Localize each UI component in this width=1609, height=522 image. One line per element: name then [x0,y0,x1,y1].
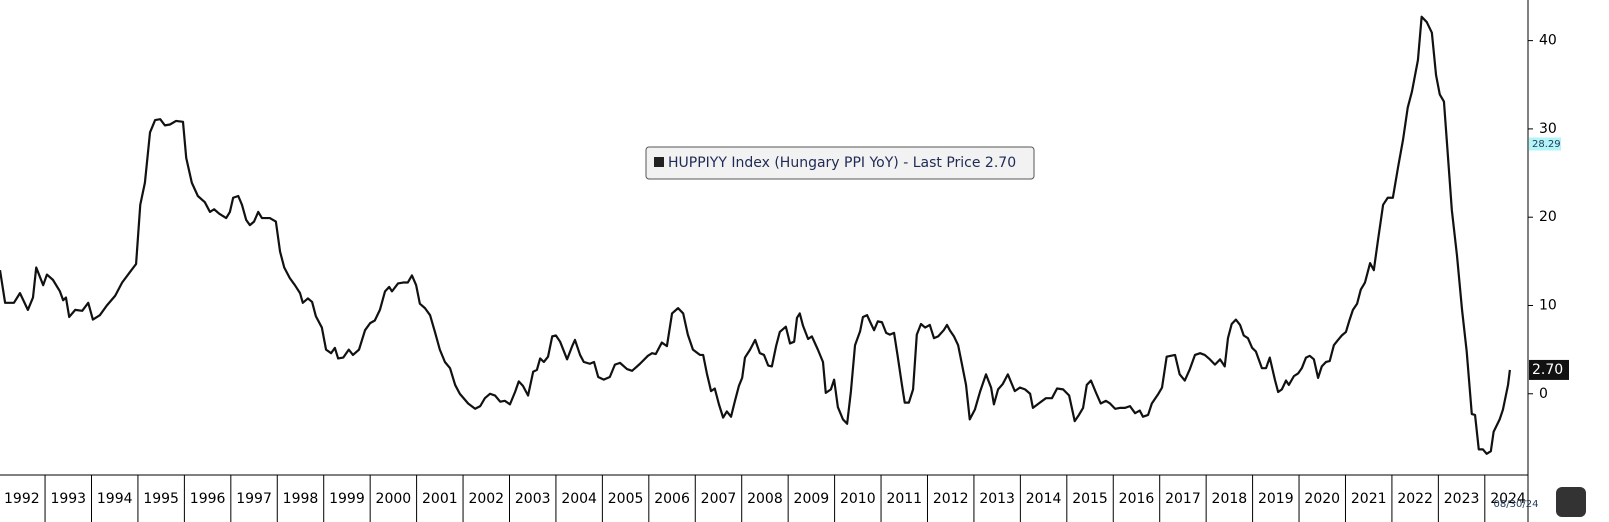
x-tick-label: 2016 [1119,491,1155,507]
x-ticks: 1992 1993 1994 1995 1996 1997 1998 1999 2000 2001… [4,475,1526,522]
x-tick-label: 2006 [654,491,690,507]
x-tick-label: 2008 [747,491,783,507]
x-tick-label: 1992 [4,491,40,507]
y-tick-label: 40 [1539,33,1557,49]
legend-box [645,146,1035,180]
x-tick-label: 2023 [1444,491,1480,507]
x-tick-label: 2022 [1397,491,1433,507]
x-tick-label: 2018 [1212,491,1248,507]
price-tag-label: 2.70 [1532,362,1563,378]
x-tick-label: 2003 [515,491,551,507]
x-tick-label: 2014 [1026,491,1062,507]
series-line [0,15,1511,455]
price-tag [1529,359,1569,380]
x-tick-label: 2010 [840,491,876,507]
y-tick-label: 10 [1539,297,1557,313]
as-of-date: 08/30/24 [1494,499,1539,510]
x-tick-label: 2012 [933,491,969,507]
y-tick-label: 0 [1539,386,1548,402]
x-tick-label: 2024 [1490,491,1526,507]
x-tick-label: 1993 [50,491,86,507]
y-tick-label: 20 [1539,209,1557,225]
overlay: HUPPIYY Index (Hungary PPI YoY) - Last P… [645,146,1586,517]
x-tick-label: 2004 [561,491,597,507]
price-tag [1529,137,1561,151]
legend-label: HUPPIYY Index (Hungary PPI YoY) - Last P… [668,155,1016,171]
x-tick-label: 2015 [1072,491,1108,507]
x-tick-label: 1994 [97,491,133,507]
x-tick-label: 2011 [886,491,922,507]
x-tick-label: 1996 [190,491,226,507]
icon [1556,487,1586,517]
legend-swatch [654,157,664,167]
y-tick-label: 30 [1539,121,1557,137]
x-tick-label: 2017 [1165,491,1201,507]
plot-area [0,15,1511,455]
x-tick-label: 1999 [329,491,365,507]
x-tick-label: 2020 [1304,491,1340,507]
x-tick-label: 2019 [1258,491,1294,507]
x-tick-label: 2007 [701,491,737,507]
price-tag-label: 28.29 [1532,139,1561,150]
x-tick-label: 2002 [468,491,504,507]
x-tick-label: 2021 [1351,491,1387,507]
x-tick-label: 1998 [283,491,319,507]
x-tick-label: 2001 [422,491,458,507]
x-tick-label: 1995 [143,491,179,507]
x-tick-label: 2000 [376,491,412,507]
x-tick-label: 2013 [979,491,1015,507]
x-tick-label: 2009 [794,491,830,507]
x-tick-label: 1997 [236,491,272,507]
x-tick-label: 2005 [608,491,644,507]
